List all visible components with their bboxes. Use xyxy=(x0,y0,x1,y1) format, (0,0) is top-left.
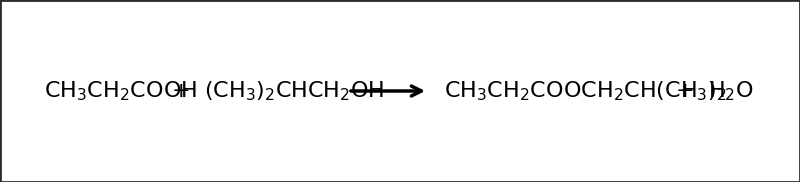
Text: +: + xyxy=(676,81,694,101)
Text: CH$_3$CH$_2$COOH: CH$_3$CH$_2$COOH xyxy=(44,79,197,103)
Text: +: + xyxy=(172,81,190,101)
Text: CH$_3$CH$_2$COOCH$_2$CH(CH$_3$)$_2$: CH$_3$CH$_2$COOCH$_2$CH(CH$_3$)$_2$ xyxy=(444,79,726,103)
Text: (CH$_3$)$_2$CHCH$_2$OH: (CH$_3$)$_2$CHCH$_2$OH xyxy=(204,79,384,103)
Text: H$_2$O: H$_2$O xyxy=(708,79,754,103)
